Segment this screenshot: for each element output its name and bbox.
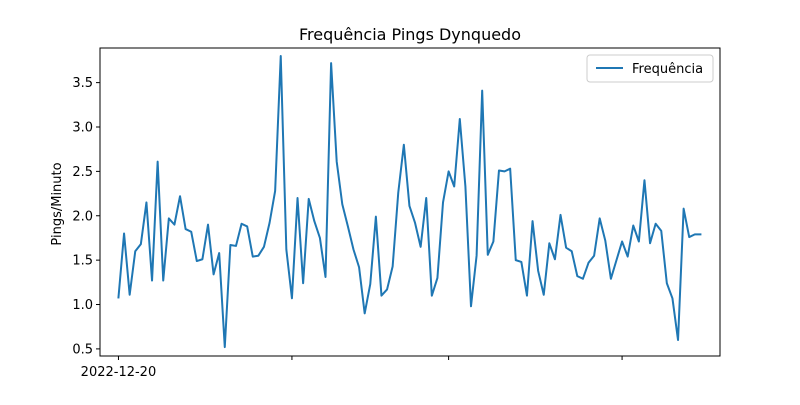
legend-box <box>586 54 714 83</box>
y-tick-label: 3.5 <box>72 76 93 91</box>
plot-area <box>117 54 702 349</box>
y-tick-label: 1.0 <box>72 298 93 313</box>
axes-frame <box>99 47 721 357</box>
y-tick-label: 2.0 <box>72 209 93 224</box>
legend: Frequência <box>586 54 714 83</box>
y-tick-label: 3.0 <box>72 120 93 135</box>
y-tick-label: 2.5 <box>72 165 93 180</box>
y-axis-label: Pings/Minuto <box>50 162 65 245</box>
y-tick-label: 0.5 <box>72 342 93 357</box>
chart-title: Frequência Pings Dynquedo <box>299 25 521 44</box>
series-line-frequencia <box>117 54 702 349</box>
legend-label: Frequência <box>632 62 703 77</box>
y-tick-label: 1.5 <box>72 254 93 269</box>
axis-ticks: 0.5 1.0 1.5 2.0 2.5 3.0 3.5 2022-12-20 <box>72 76 623 380</box>
x-tick-label: 2022-12-20 <box>81 365 157 380</box>
